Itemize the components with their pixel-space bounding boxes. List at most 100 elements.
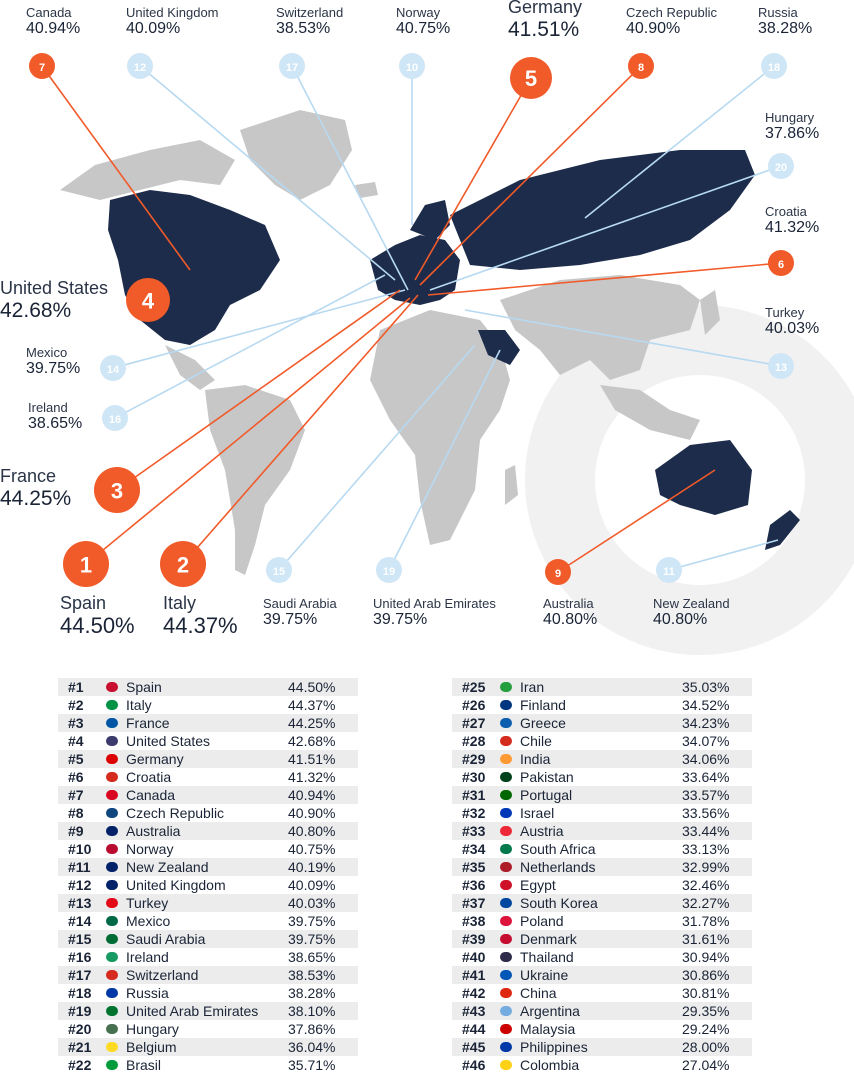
country-value: 38.28%	[288, 985, 336, 1001]
country-name: Chile	[520, 733, 552, 749]
country-name: Italy	[126, 697, 152, 713]
connector-line-france	[116, 289, 401, 491]
ranking-table-left: #1 Spain 44.50% #2 Italy 44.37% #3 France 44.25%…	[58, 678, 358, 1074]
rank-number-switzerland: 17	[286, 62, 298, 74]
country-value: 41.51%	[288, 751, 336, 767]
country-percentage: 37.86%	[765, 125, 820, 143]
country-name: Australia	[543, 596, 594, 611]
table-row: #29 India 34.06%	[452, 750, 752, 768]
table-row: #35 Netherlands 32.99%	[452, 858, 752, 876]
country-value: 35.71%	[288, 1057, 336, 1073]
country-percentage: 38.53%	[276, 20, 331, 38]
rank-label: #27	[462, 715, 486, 731]
rank-label: #31	[462, 787, 486, 803]
country-value: 44.50%	[288, 679, 336, 695]
rank-label: #4	[68, 733, 84, 749]
rank-label: #1	[68, 679, 84, 695]
table-row: #43 Argentina 29.35%	[452, 1002, 752, 1020]
country-value: 33.44%	[682, 823, 730, 839]
country-name: Croatia	[765, 204, 807, 219]
country-name: Russia	[758, 5, 798, 20]
country-value: 34.06%	[682, 751, 730, 767]
rank-marker-australia	[545, 559, 571, 585]
rank-label: #5	[68, 751, 84, 767]
rank-label: #16	[68, 949, 92, 965]
rank-label: #25	[462, 679, 486, 695]
country-name: New Zealand	[126, 859, 209, 875]
rank-label: #32	[462, 805, 486, 821]
rank-number-turkey: 13	[775, 362, 787, 374]
country-name: India	[520, 751, 551, 767]
table-row: #12 United Kingdom 40.09%	[58, 876, 358, 894]
connector-line-croatia	[427, 262, 782, 296]
country-name: Spain	[126, 679, 162, 695]
table-row: #7 Canada 40.94%	[58, 786, 358, 804]
rank-label: #3	[68, 715, 84, 731]
flag-icon	[106, 826, 118, 836]
country-percentage: 44.50%	[60, 612, 135, 638]
table-row: #17 Switzerland 38.53%	[58, 966, 358, 984]
rank-marker-norway	[399, 53, 425, 79]
flag-icon	[500, 790, 512, 800]
table-row: #34 South Africa 33.13%	[452, 840, 752, 858]
table-row: #22 Brasil 35.71%	[58, 1056, 358, 1074]
country-value: 34.52%	[682, 697, 730, 713]
rank-label: #7	[68, 787, 84, 803]
country-percentage: 40.80%	[543, 611, 598, 629]
table-row: #9 Australia 40.80%	[58, 822, 358, 840]
map-label-italy: Italy 44.37%	[163, 593, 238, 638]
country-value: 29.35%	[682, 1003, 730, 1019]
rank-number-italy: 2	[177, 553, 189, 578]
country-value: 31.78%	[682, 913, 730, 929]
country-name: New Zealand	[653, 596, 730, 611]
table-row: #16 Ireland 38.65%	[58, 948, 358, 966]
country-value: 40.94%	[288, 787, 336, 803]
country-value: 32.99%	[682, 859, 730, 875]
flag-icon	[500, 718, 512, 728]
flag-icon	[500, 1042, 512, 1052]
connector-line-czech	[419, 65, 642, 286]
table-row: #2 Italy 44.37%	[58, 696, 358, 714]
table-row: #11 New Zealand 40.19%	[58, 858, 358, 876]
flag-icon	[106, 1042, 118, 1052]
connector-line-switzerland	[291, 65, 409, 291]
rank-number-australia: 9	[555, 568, 561, 580]
country-name: Poland	[520, 913, 564, 929]
table-row: #33 Austria 33.44%	[452, 822, 752, 840]
rank-marker-france	[94, 467, 140, 513]
rank-label: #21	[68, 1039, 92, 1055]
country-value: 33.57%	[682, 787, 730, 803]
flag-icon	[500, 898, 512, 908]
country-percentage: 38.65%	[28, 415, 83, 433]
country-name: Germany	[126, 751, 184, 767]
country-name: China	[520, 985, 557, 1001]
table-row: #4 United States 42.68%	[58, 732, 358, 750]
country-value: 30.86%	[682, 967, 730, 983]
country-value: 38.10%	[288, 1003, 336, 1019]
flag-icon	[106, 790, 118, 800]
country-value: 44.37%	[288, 697, 336, 713]
country-name: Ireland	[126, 949, 169, 965]
table-row: #15 Saudi Arabia 39.75%	[58, 930, 358, 948]
rank-label: #19	[68, 1003, 92, 1019]
rank-label: #11	[68, 859, 91, 875]
rank-number-uae: 19	[383, 566, 395, 578]
country-percentage: 42.68%	[0, 298, 72, 322]
table-row: #28 Chile 34.07%	[452, 732, 752, 750]
flag-icon	[500, 754, 512, 764]
country-name: Argentina	[520, 1003, 580, 1019]
rank-label: #10	[68, 841, 92, 857]
table-row: #1 Spain 44.50%	[58, 678, 358, 696]
flag-icon	[106, 736, 118, 746]
flag-icon	[106, 880, 118, 890]
rank-marker-czech	[628, 53, 654, 79]
land-africa	[370, 310, 510, 545]
rank-label: #2	[68, 697, 84, 713]
country-name: Czech Republic	[126, 805, 225, 821]
rank-marker-switzerland	[279, 53, 305, 79]
flag-icon	[500, 970, 512, 980]
country-name: Israel	[520, 805, 555, 821]
country-name: Mexico	[26, 345, 68, 360]
rank-marker-newzealand	[656, 557, 682, 583]
connector-line-newzealand	[668, 539, 779, 571]
